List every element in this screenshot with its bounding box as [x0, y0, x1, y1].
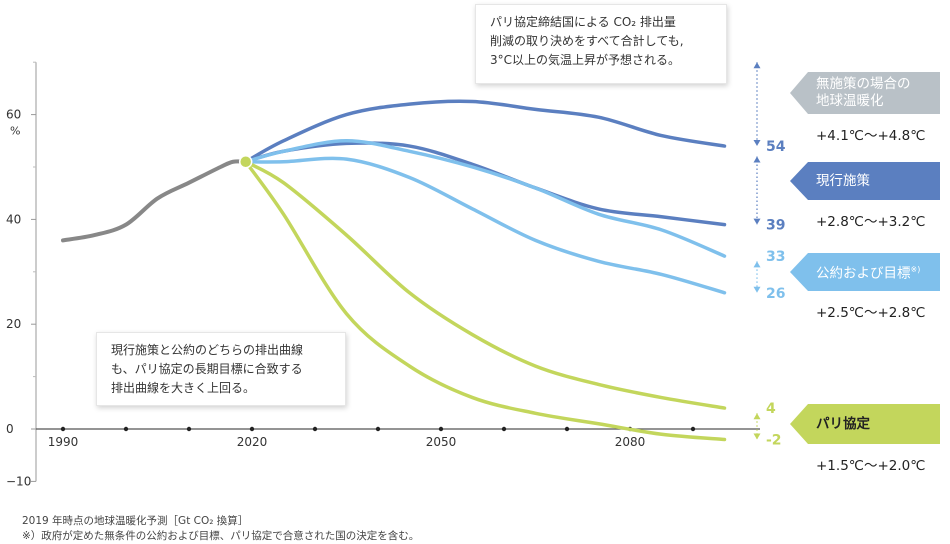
mid-note: 現行施策と公約のどちらの排出曲線 も、パリ協定の長期目標に合致する 排出曲線を大…: [96, 332, 346, 406]
scenario-pledges: 公約および目標※) +2.5℃～+2.8℃: [790, 253, 940, 321]
series-end-label: 33: [766, 249, 785, 265]
scenario-paris-tag: パリ協定: [790, 404, 940, 444]
mid-note-line-3: 排出曲線を大きく上回る。: [111, 381, 256, 395]
x-tick-label: 2050: [426, 435, 457, 449]
x-tick-dot: [501, 426, 507, 432]
scenario-no-policy: 無施策の場合の 地球温暖化 +4.1℃～+4.8℃: [790, 72, 940, 144]
scenario-current-policy-range: +2.8℃～+3.2℃: [816, 214, 926, 230]
scenario-no-policy-range: +4.1℃～+4.8℃: [816, 128, 926, 144]
series-line-54: [243, 99, 727, 164]
series-line--2: [243, 160, 727, 442]
x-tick-dot: [375, 426, 381, 432]
y-tick-label: 0: [6, 422, 14, 436]
series-end-label: 4: [766, 401, 776, 417]
series-end-label: 54: [766, 139, 786, 155]
series-end-label: -2: [766, 432, 782, 448]
top-note-line-3: 3°C以上の気温上昇が予想される。: [490, 53, 681, 67]
top-note-line-2: 削減の取り決めをすべて合計しても,: [490, 34, 684, 48]
x-tick-dot: [438, 426, 444, 432]
series-line-33: [243, 139, 727, 258]
x-tick-dot: [312, 426, 318, 432]
x-tick-dot: [249, 426, 255, 432]
series-end-label: 39: [766, 218, 785, 234]
series-line-26: [243, 156, 727, 295]
scenario-no-policy-label-2: 地球温暖化: [816, 93, 884, 109]
x-tick-dot: [186, 426, 192, 432]
x-tick-label: 1990: [48, 435, 79, 449]
start-point: [238, 155, 253, 169]
scenario-paris: パリ協定 +1.5℃～+2.0℃: [790, 404, 940, 474]
top-note-line-1: パリ協定締結国による CO₂ 排出量: [490, 15, 676, 29]
y-unit-label: %: [10, 125, 20, 138]
history-line: [61, 159, 248, 243]
scenario-current-policy-label: 現行施策: [816, 172, 870, 189]
mid-note-line-2: も、パリ協定の長期目標に合致する: [111, 362, 303, 376]
y-tick-label: 60: [6, 108, 21, 122]
x-tick-label: 2080: [615, 435, 646, 449]
top-note: パリ協定締結国による CO₂ 排出量 削減の取り決めをすべて合計しても, 3°C…: [475, 4, 727, 84]
range-arrow-paris-head-bottom: [753, 433, 761, 440]
x-tick-dot: [564, 426, 570, 432]
series-end-label: 26: [766, 286, 785, 302]
scenario-current-policy: 現行施策 +2.8℃～+3.2℃: [790, 162, 940, 230]
scenario-pledges-tag: 公約および目標※): [790, 253, 940, 291]
range-arrow-current-head-bottom: [753, 218, 761, 225]
scenario-current-policy-tag: 現行施策: [790, 162, 940, 200]
x-tick-dot: [690, 426, 696, 432]
scenario-no-policy-label-1: 無施策の場合の: [816, 76, 911, 92]
range-arrow-current-head-top: [753, 156, 761, 163]
series-line-4: [243, 160, 727, 410]
scenario-pledges-label: 公約および目標: [816, 265, 911, 282]
range-arrow-pledges-head-bottom: [753, 286, 761, 293]
range-arrow-paris-head-top: [753, 413, 761, 420]
footnote-1: 2019 年時点の地球温暖化予測［Gt CO₂ 換算］: [22, 515, 249, 527]
scenario-paris-label: パリ協定: [816, 415, 870, 432]
scenario-paris-range: +1.5℃～+2.0℃: [816, 458, 926, 474]
scenario-no-policy-tag: 無施策の場合の 地球温暖化: [790, 72, 940, 114]
y-tick-label: −10: [6, 474, 31, 488]
x-tick-dot: [123, 426, 129, 432]
range-arrow-upper-head-top: [753, 62, 761, 69]
mid-note-line-1: 現行施策と公約のどちらの排出曲線: [111, 343, 304, 357]
x-tick-label: 2020: [237, 435, 268, 449]
scenario-pledges-range: +2.5℃～+2.8℃: [816, 305, 926, 321]
range-arrow-pledges-head-top: [753, 261, 761, 268]
x-tick-dot: [60, 426, 66, 432]
footnote-2: ※）政府が定めた無条件の公約および目標、パリ協定で合意された国の決定を含む。: [22, 530, 420, 542]
scenario-pledges-sup: ※): [910, 265, 921, 275]
y-tick-label: 20: [6, 317, 21, 331]
y-tick-label: 40: [6, 212, 21, 226]
range-arrow-upper-head-bottom: [753, 140, 761, 147]
